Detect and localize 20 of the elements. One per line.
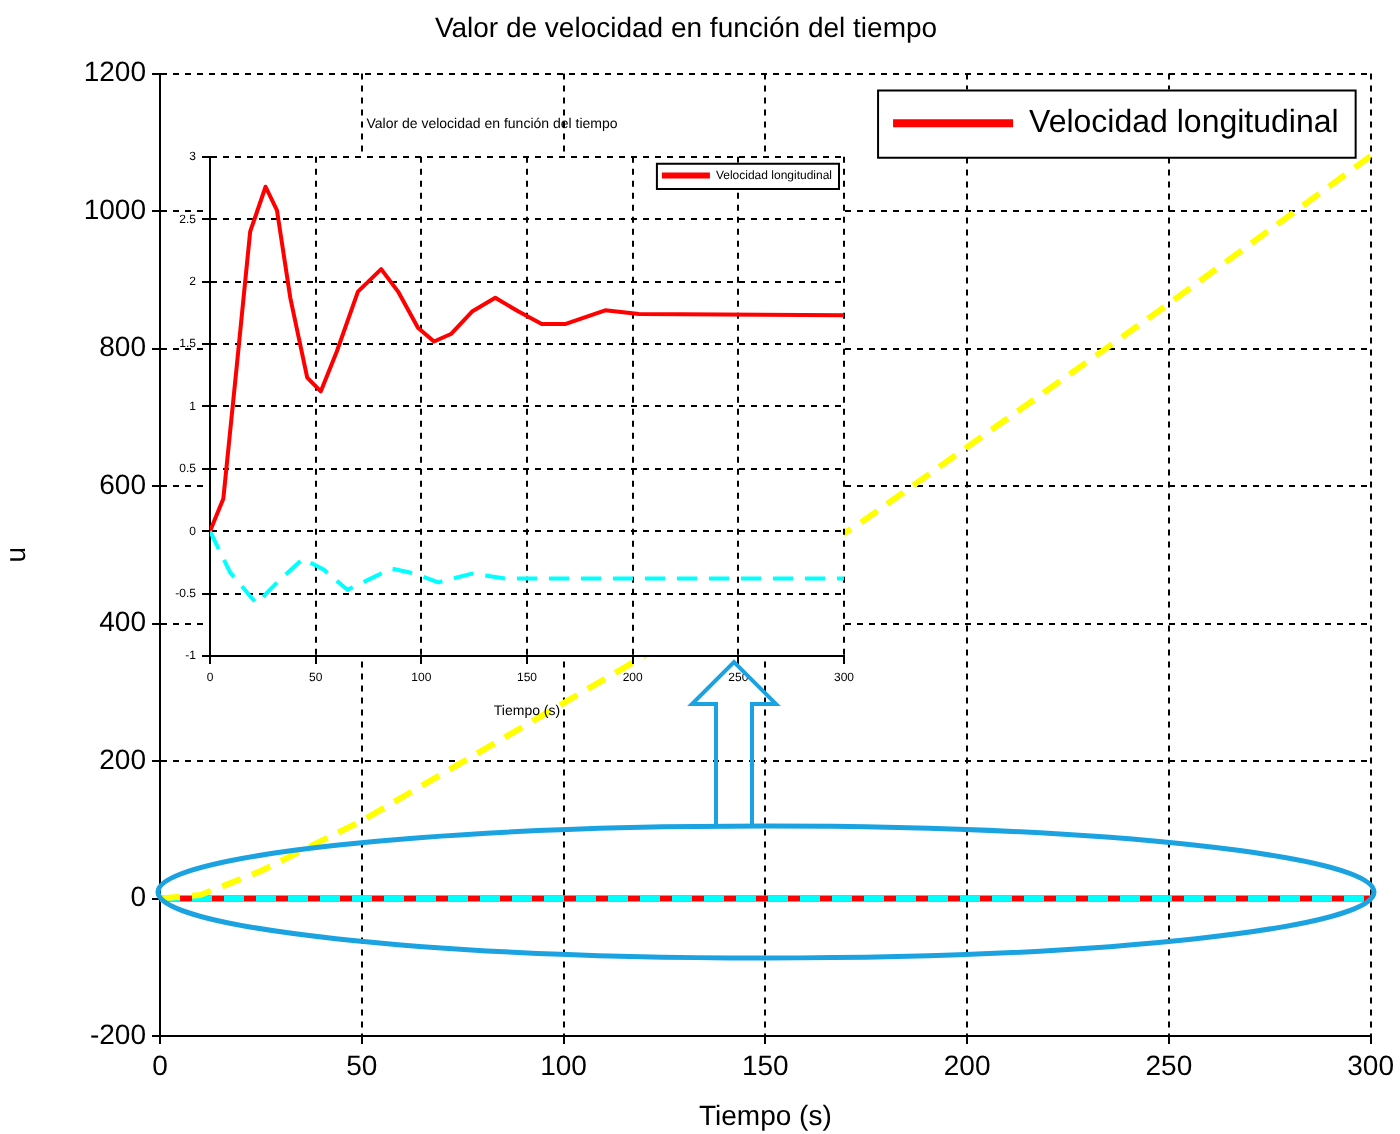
chart-title: Valor de velocidad en función del tiempo [434, 10, 938, 43]
x-tick-label: 0 [152, 1048, 169, 1081]
y-tick-label: 0 [130, 880, 147, 913]
y-tick-label: 400 [99, 605, 147, 638]
y-tick-label: 1000 [83, 192, 147, 225]
x-tick-label: 250 [1145, 1048, 1193, 1081]
x-tick-label: 100 [540, 1048, 588, 1081]
legend-label: Velocidad longitudinal [1029, 106, 1339, 141]
x-tick-label: 50 [346, 1048, 378, 1081]
x-tick-label: 150 [741, 1048, 790, 1081]
y-axis-title: u [0, 547, 31, 563]
line-series [210, 529, 844, 606]
y-tick-label: 200 [99, 742, 147, 775]
x-axis-title: Tiempo (s) [698, 1098, 832, 1131]
y-tick-label: 1200 [83, 55, 147, 88]
x-tick-label: 300 [1347, 1048, 1395, 1081]
x-tick-label: 200 [943, 1048, 991, 1081]
y-tick-label: -200 [89, 1017, 147, 1050]
y-tick-label: 600 [99, 467, 147, 500]
y-tick-label: 800 [99, 330, 147, 363]
